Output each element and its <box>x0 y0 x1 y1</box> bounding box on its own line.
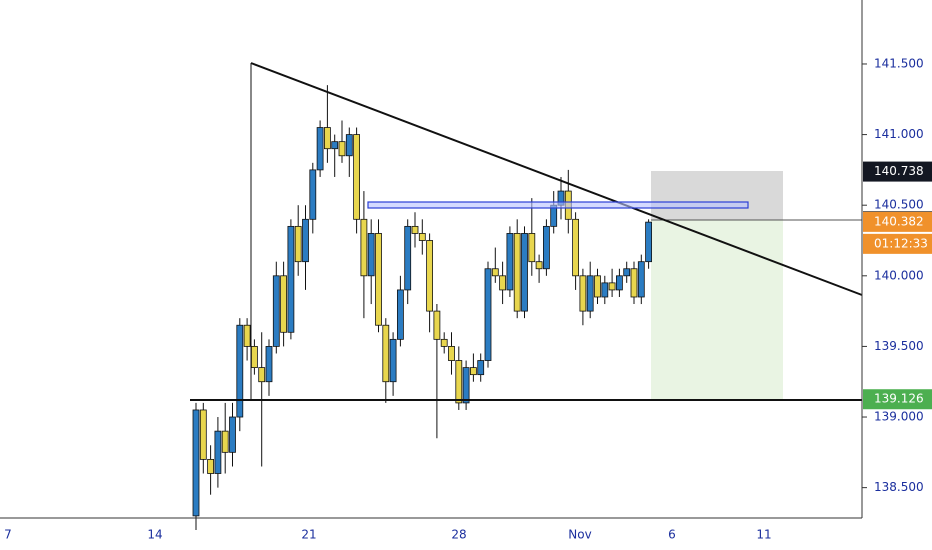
candle-body <box>250 346 258 368</box>
price-label-box <box>863 389 932 410</box>
candle-body <box>199 409 207 460</box>
candle-body <box>272 275 280 347</box>
candle-body <box>243 324 251 347</box>
target-zone <box>651 220 783 400</box>
candle-body <box>302 218 309 263</box>
candle-body <box>192 409 200 517</box>
candle-body <box>448 346 455 361</box>
candle-body <box>543 225 550 270</box>
candle-body <box>484 268 492 361</box>
candle-body <box>645 221 652 263</box>
candle-body <box>426 240 434 312</box>
candle-body <box>323 127 331 150</box>
price-label: 01:12:33 <box>874 236 928 250</box>
candle-body <box>440 338 448 347</box>
candle-body <box>616 275 623 291</box>
y-tick-label: 141.000 <box>874 127 924 141</box>
candle-body <box>287 225 295 333</box>
candle-body <box>506 233 514 291</box>
candle-body <box>367 233 375 277</box>
candle-body <box>491 268 499 277</box>
candle-body <box>389 338 397 383</box>
candle-body <box>294 225 302 263</box>
candle-body <box>265 346 273 383</box>
candle-body <box>462 367 470 404</box>
candle-body <box>396 289 404 340</box>
candle-body <box>221 430 229 453</box>
candle-body <box>375 233 382 326</box>
candle-body <box>338 141 346 157</box>
candle-body <box>499 275 507 291</box>
x-tick-label: 7 <box>4 528 12 542</box>
candle-body <box>608 282 616 291</box>
candle-body <box>521 233 528 312</box>
candle-body <box>214 430 222 474</box>
x-tick-label: Nov <box>568 528 591 542</box>
y-tick-label: 139.000 <box>874 410 924 424</box>
candle-body <box>382 324 390 383</box>
trend-line <box>250 62 863 296</box>
candle-body <box>207 458 215 474</box>
price-label-box <box>863 161 932 182</box>
risk-zone <box>651 171 783 220</box>
price-label-box <box>863 211 932 232</box>
candle-body <box>404 225 412 291</box>
candles <box>192 85 652 531</box>
x-tick-label: 14 <box>147 528 162 542</box>
x-tick-label: 6 <box>668 528 676 542</box>
candle-body <box>280 275 288 333</box>
candle-body <box>594 275 601 298</box>
candle-body <box>586 275 594 312</box>
y-tick-label: 139.500 <box>874 339 924 353</box>
candle-body <box>258 367 266 383</box>
candle-body <box>528 233 536 263</box>
price-label-box <box>863 233 932 254</box>
candle-body <box>353 134 361 220</box>
candle-body <box>623 268 631 277</box>
candle-body <box>513 233 521 312</box>
candle-body <box>477 360 485 376</box>
candle-body <box>360 218 368 277</box>
x-tick-label: 28 <box>451 528 466 542</box>
y-tick-label: 141.500 <box>874 56 924 70</box>
x-tick-label: 21 <box>301 528 316 542</box>
candle-body <box>637 261 645 298</box>
candle-body <box>455 360 463 404</box>
price-label: 140.382 <box>874 214 924 228</box>
candle-body <box>572 218 579 277</box>
candle-body <box>331 141 339 150</box>
candle-body <box>309 169 317 220</box>
resistance-zone <box>367 201 749 209</box>
y-tick-label: 140.500 <box>874 198 924 212</box>
candle-body <box>601 282 609 298</box>
candle-body <box>236 324 244 418</box>
candle-body <box>345 134 353 157</box>
candle-body <box>579 275 587 312</box>
candle-body <box>535 261 543 270</box>
candle-body <box>229 416 236 453</box>
candle-body <box>433 310 441 340</box>
candle-body <box>411 225 419 234</box>
x-tick-label: 11 <box>756 528 771 542</box>
price-label: 140.738 <box>874 164 924 178</box>
candle-body <box>469 367 477 376</box>
y-tick-label: 140.000 <box>874 268 924 282</box>
price-label: 139.126 <box>874 392 924 406</box>
candle-body <box>316 127 324 171</box>
y-tick-label: 138.500 <box>874 480 924 494</box>
candle-body <box>630 268 638 298</box>
candle-body <box>418 233 426 241</box>
